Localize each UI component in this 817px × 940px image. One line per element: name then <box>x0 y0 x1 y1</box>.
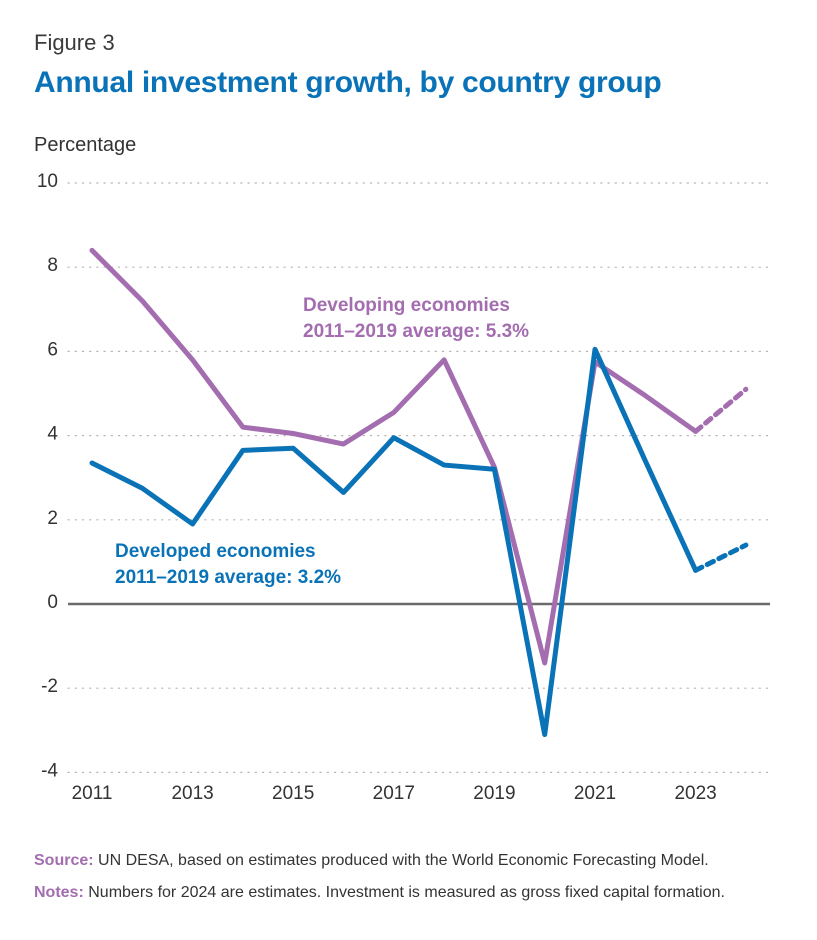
notes-note: Notes: Numbers for 2024 are estimates. I… <box>34 884 725 902</box>
developed-economies-annotation: Developed economies <box>115 541 316 562</box>
x-axis-ticks: 2011 2013 2015 2017 2019 2021 2023 <box>72 783 717 804</box>
source-text: UN DESA, based on estimates produced wit… <box>98 852 709 869</box>
developed-economies-estimate-line <box>693 542 749 573</box>
source-note: Source: UN DESA, based on estimates prod… <box>34 852 709 870</box>
y-axis-title: Percentage <box>34 134 137 156</box>
series-lines <box>89 247 749 738</box>
developed-economies-annotation: 2011–2019 average: 3.2% <box>115 567 341 588</box>
y-tick-label: 2 <box>47 508 58 529</box>
notes-label: Notes: <box>34 884 84 901</box>
y-tick-label: 4 <box>47 424 58 445</box>
x-tick-label: 2023 <box>674 783 716 804</box>
developing-economies-annotation: Developing economies <box>303 295 510 316</box>
x-tick-label: 2015 <box>272 783 314 804</box>
y-tick-label: -4 <box>41 760 58 781</box>
developed-economies-line <box>89 346 699 738</box>
y-axis-ticks: -4 -2 0 2 4 6 8 10 <box>37 171 59 781</box>
y-tick-label: 8 <box>47 255 58 276</box>
y-tick-label: 10 <box>37 171 58 192</box>
x-tick-label: 2019 <box>473 783 515 804</box>
x-tick-label: 2013 <box>171 783 213 804</box>
developing-economies-annotation: 2011–2019 average: 5.3% <box>303 321 529 342</box>
figure-label: Figure 3 <box>34 30 115 55</box>
x-tick-label: 2011 <box>72 783 113 804</box>
x-tick-label: 2017 <box>373 783 415 804</box>
developing-economies-estimate-line <box>693 386 749 434</box>
gridlines <box>67 182 771 774</box>
y-tick-label: 6 <box>47 339 58 360</box>
series-annotations: Developing economies 2011–2019 average: 5… <box>115 295 529 588</box>
y-tick-label: 0 <box>47 592 58 613</box>
notes-text: Numbers for 2024 are estimates. Investme… <box>88 884 725 901</box>
source-label: Source: <box>34 852 94 869</box>
chart-title: Annual investment growth, by country gro… <box>34 66 662 99</box>
y-tick-label: -2 <box>41 676 58 697</box>
x-tick-label: 2021 <box>574 783 616 804</box>
